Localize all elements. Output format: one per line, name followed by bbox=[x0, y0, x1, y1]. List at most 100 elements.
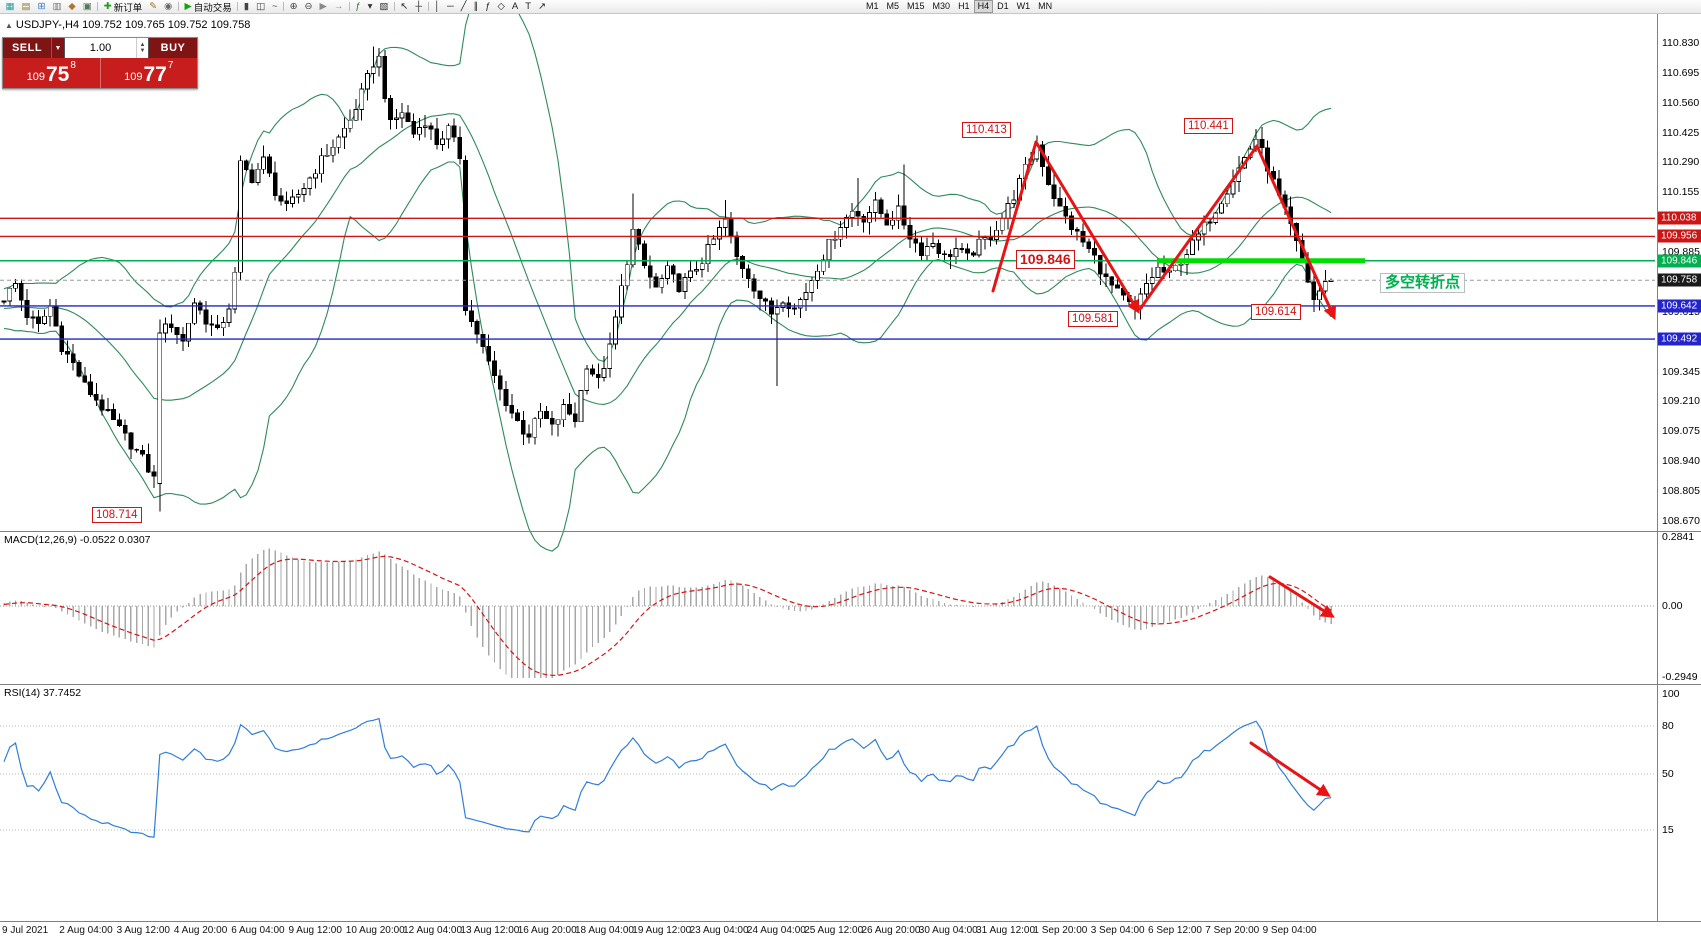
price-tick: 110.560 bbox=[1662, 96, 1700, 109]
candlestick-chart-icon[interactable]: ◫ bbox=[253, 0, 269, 13]
shapes-icon: ◇ bbox=[497, 1, 505, 12]
autotrading-button[interactable]: ▶ 自动交易 bbox=[181, 0, 235, 14]
line-chart-icon: ~ bbox=[272, 1, 278, 12]
time-label: 25 Aug 12:00 bbox=[804, 925, 864, 936]
time-label: 6 Aug 04:00 bbox=[231, 925, 285, 936]
time-axis[interactable]: 9 Jul 2021 2 Aug 04:00 3 Aug 12:00 4 Aug 20… bbox=[0, 922, 1657, 940]
timeframe-mn[interactable]: MN bbox=[1038, 1, 1053, 11]
price-tick: 109.345 bbox=[1662, 365, 1700, 378]
sell-button[interactable]: SELL bbox=[11, 42, 43, 54]
macd-axis-tick: -0.2949 bbox=[1662, 671, 1698, 683]
trendline-icon[interactable]: ╱ bbox=[457, 0, 470, 13]
autotrading-icon: ▶ bbox=[184, 1, 192, 12]
volume-input[interactable] bbox=[65, 38, 136, 58]
templates-icon[interactable]: ▧ bbox=[376, 0, 392, 13]
chart-shift-icon: → bbox=[333, 1, 344, 12]
market-watch-icon[interactable]: ⊞ bbox=[34, 0, 49, 13]
timeframe-w1[interactable]: W1 bbox=[1016, 1, 1031, 11]
autotrading-button-label: 自动交易 bbox=[193, 2, 232, 14]
line-chart-icon[interactable]: ~ bbox=[269, 0, 282, 13]
horizontal-line-icon[interactable]: ─ bbox=[444, 0, 458, 13]
metaeditor-icon[interactable]: ✎ bbox=[146, 0, 161, 13]
terminal-icon[interactable]: ▣ bbox=[79, 0, 95, 13]
timeframe-d1[interactable]: D1 bbox=[997, 1, 1009, 11]
price-axis[interactable]: 110.830 110.695 110.560 110.425 110.290 110.1… bbox=[1657, 14, 1701, 921]
price-tick: 108.670 bbox=[1662, 514, 1700, 527]
volume-dropdown-icon[interactable]: ▼ bbox=[51, 38, 64, 58]
new-order-icon: ✚ bbox=[103, 1, 112, 12]
swing-label-108714[interactable]: 108.714 bbox=[92, 507, 142, 523]
macd-axis-tick: 0.00 bbox=[1662, 600, 1683, 612]
price-badge: 109.492 bbox=[1658, 332, 1701, 346]
timeframe-h4[interactable]: H4 bbox=[973, 0, 994, 13]
rsi-axis-tick: 50 bbox=[1662, 768, 1674, 780]
timeframe-m15[interactable]: M15 bbox=[907, 1, 925, 11]
toolbar-separator bbox=[237, 2, 239, 11]
price-tick: 110.830 bbox=[1662, 37, 1700, 49]
data-window-icon[interactable]: ▥ bbox=[49, 0, 65, 13]
sell-price-sup: 8 bbox=[70, 60, 76, 71]
price-badge: 110.038 bbox=[1658, 211, 1701, 225]
sell-price-prefix: 109 bbox=[26, 71, 45, 83]
toolbar: ▦ ▤ ⊞ ▥ ◆ ▣ ✚ 新订单 ✎ ◉ ▶ 自动交易 ▮ ◫ ~ ⊕ ⊖ ▶ → ƒ ▾ ▧ ↖ ┼ │ ─ ╱ ∥ ƒ ◇ A T ↗ M… bbox=[0, 0, 1701, 14]
timeframe-h1[interactable]: H1 bbox=[958, 1, 970, 11]
rsi-axis-tick: 100 bbox=[1662, 688, 1680, 700]
step-up-icon[interactable]: ▲ bbox=[139, 42, 146, 48]
swing-label-110441[interactable]: 110.441 bbox=[1184, 118, 1233, 134]
timeframe-m30[interactable]: M30 bbox=[932, 1, 951, 11]
vertical-line-icon: │ bbox=[434, 1, 441, 12]
data-window-icon: ▥ bbox=[52, 1, 62, 12]
cursor-icon[interactable]: ↖ bbox=[397, 0, 412, 13]
market-watch-icon: ⊞ bbox=[37, 1, 46, 12]
trade-header: SELL ▼ ▲ ▼ BUY bbox=[3, 38, 197, 58]
profiles-icon[interactable]: ▤ bbox=[18, 0, 34, 13]
timeframe-m5[interactable]: M5 bbox=[886, 1, 900, 11]
buy-price-button[interactable]: 109 77 7 bbox=[99, 58, 198, 88]
pivot-note-text[interactable]: 多空转折点 bbox=[1380, 273, 1466, 293]
buy-price-sup: 7 bbox=[167, 60, 174, 71]
sell-price-button[interactable]: 109 75 8 bbox=[3, 58, 100, 88]
metaeditor-icon: ✎ bbox=[149, 1, 158, 12]
auto-scroll-icon[interactable]: ▶ bbox=[316, 0, 330, 13]
new-chart-icon[interactable]: ▦ bbox=[2, 0, 18, 13]
timeframe-m1[interactable]: M1 bbox=[866, 1, 879, 11]
swing-label-110413[interactable]: 110.413 bbox=[962, 122, 1011, 138]
price-tick: 109.210 bbox=[1662, 395, 1700, 408]
swing-label-109581[interactable]: 109.581 bbox=[1068, 311, 1118, 327]
options-icon[interactable]: ◉ bbox=[161, 0, 176, 13]
templates-icon: ▧ bbox=[379, 1, 389, 12]
buy-button[interactable]: BUY bbox=[160, 42, 186, 54]
channel-icon: ∥ bbox=[473, 1, 479, 12]
label-icon[interactable]: T bbox=[522, 0, 535, 13]
channel-icon[interactable]: ∥ bbox=[470, 0, 482, 13]
zoom-in-icon[interactable]: ⊕ bbox=[286, 0, 301, 13]
crosshair-icon[interactable]: ┼ bbox=[412, 0, 426, 13]
price-tick: 110.695 bbox=[1662, 66, 1700, 79]
vertical-line-icon[interactable]: │ bbox=[431, 0, 444, 13]
new-order-button-label: 新订单 bbox=[113, 2, 143, 14]
time-label: 6 Sep 12:00 bbox=[1148, 925, 1202, 936]
volume-stepper[interactable]: ▲ ▼ bbox=[136, 38, 148, 58]
swing-label-109614[interactable]: 109.614 bbox=[1251, 304, 1301, 320]
time-label: 3 Aug 12:00 bbox=[116, 925, 170, 936]
zoom-out-icon[interactable]: ⊖ bbox=[301, 0, 316, 13]
time-label: 13 Aug 12:00 bbox=[460, 925, 520, 936]
indicators-icon[interactable]: ƒ bbox=[352, 0, 364, 13]
profiles-icon: ▤ bbox=[21, 1, 31, 12]
price-badge: 109.846 bbox=[1658, 254, 1701, 268]
rsi-label: RSI(14) 37.7452 bbox=[4, 687, 82, 699]
chart-shift-icon[interactable]: → bbox=[330, 0, 347, 13]
text-icon[interactable]: A bbox=[508, 0, 521, 13]
swing-label-109846[interactable]: 109.846 bbox=[1016, 250, 1075, 269]
toolbar-separator bbox=[393, 2, 395, 11]
periods-icon[interactable]: ▾ bbox=[364, 0, 376, 13]
navigator-icon[interactable]: ◆ bbox=[65, 0, 79, 13]
arrow-tool-icon[interactable]: ↗ bbox=[535, 0, 550, 13]
price-tick: 110.290 bbox=[1662, 156, 1700, 169]
fibonacci-icon[interactable]: ƒ bbox=[482, 0, 494, 13]
step-down-icon[interactable]: ▼ bbox=[139, 48, 146, 54]
shapes-icon[interactable]: ◇ bbox=[494, 0, 508, 13]
bar-chart-icon[interactable]: ▮ bbox=[240, 0, 252, 13]
new-order-button[interactable]: ✚ 新订单 bbox=[100, 0, 145, 14]
